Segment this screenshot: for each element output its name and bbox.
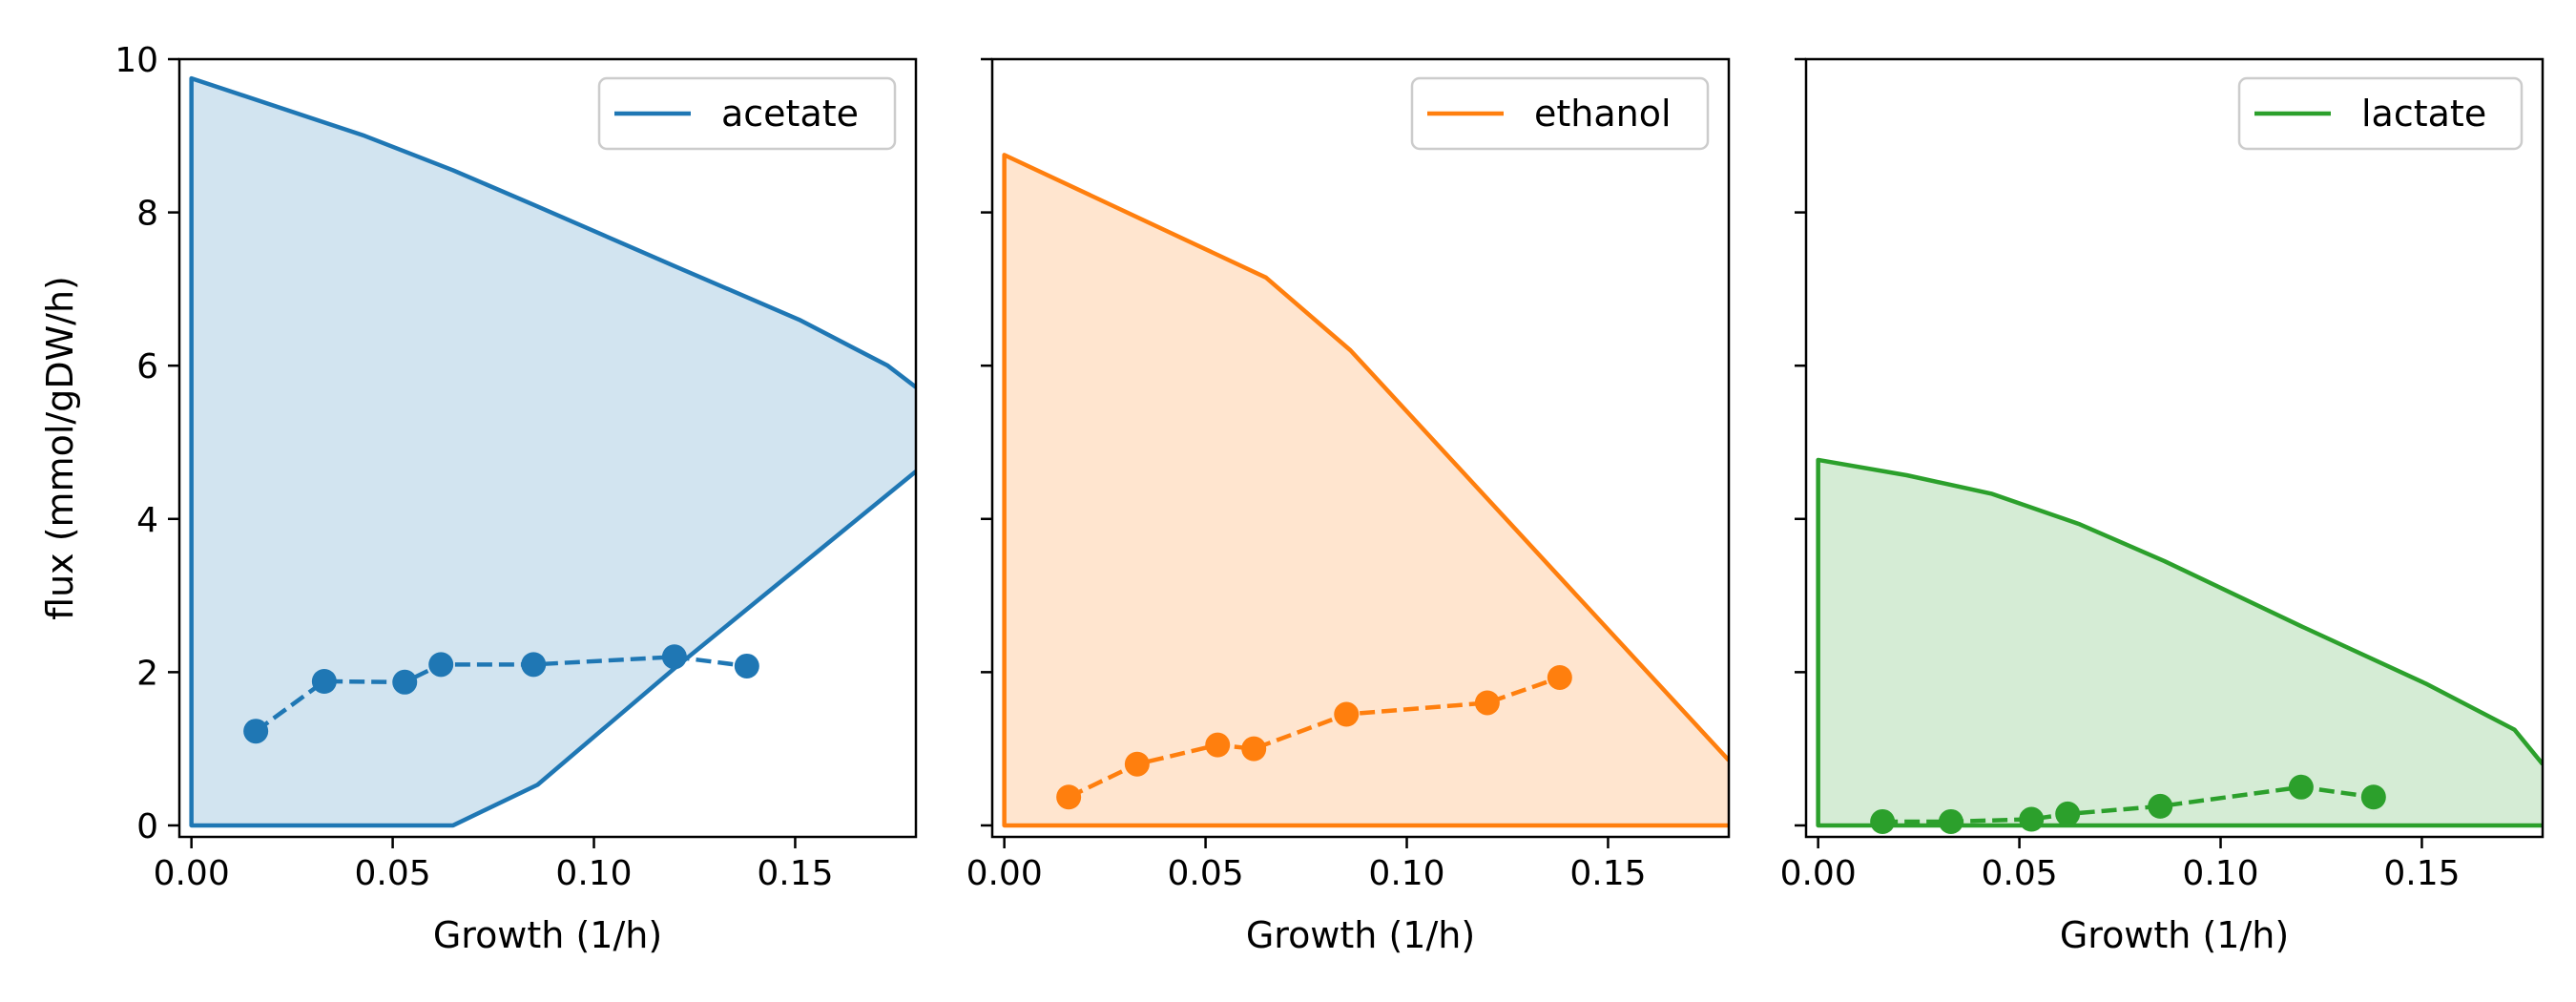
- envelope-line: [1002, 153, 1729, 828]
- envelope-fill: [1004, 155, 1729, 825]
- measured-point: [2360, 784, 2386, 810]
- x-tick-label: 0.10: [1368, 854, 1444, 893]
- x-tick-label: 0.05: [355, 854, 431, 893]
- legend-box: [1410, 76, 1710, 151]
- y-tick-label: 4: [136, 501, 158, 540]
- measured-point: [521, 652, 547, 678]
- measured-point: [1938, 808, 1963, 834]
- measured-point: [243, 719, 269, 744]
- legend-label: acetate: [721, 93, 859, 135]
- legend-label: lactate: [2361, 93, 2486, 135]
- x-tick-label: 0.00: [1780, 854, 1857, 893]
- axes-frame: [990, 57, 1731, 839]
- measured-point: [1334, 701, 1360, 727]
- y-tick-label: 10: [114, 41, 158, 80]
- plot-area: [1816, 457, 2543, 834]
- legend: ethanol: [1410, 76, 1710, 151]
- legend-box: [2237, 76, 2524, 151]
- axes-frame: [1804, 57, 2545, 839]
- y-tick-label: 6: [136, 347, 158, 386]
- x-axis-label: Growth (1/h): [1246, 914, 1475, 956]
- legend: acetate: [597, 76, 897, 151]
- y-tick-label: 8: [136, 195, 158, 234]
- envelope-fill: [1818, 459, 2543, 825]
- measured-point: [1056, 784, 1082, 810]
- measured-point: [1241, 736, 1267, 762]
- x-tick-label: 0.00: [154, 854, 230, 893]
- x-tick-label: 0.10: [2182, 854, 2258, 893]
- measured-point: [1124, 751, 1150, 777]
- measured-point: [311, 669, 337, 694]
- x-tick-label: 0.15: [757, 854, 833, 893]
- x-tick-label: 0.15: [1569, 854, 1646, 893]
- y-tick-label: 0: [136, 807, 158, 846]
- axes-frame: [177, 57, 918, 839]
- legend: lactate: [2237, 76, 2524, 151]
- x-tick-label: 0.05: [1982, 854, 2058, 893]
- x-tick-label: 0.00: [966, 854, 1043, 893]
- measured-point: [2148, 793, 2173, 819]
- y-tick-label: 2: [136, 654, 158, 693]
- x-axis-label: Growth (1/h): [2060, 914, 2289, 956]
- y-axis-label: flux (mmol/gDW/h): [39, 276, 81, 620]
- measured-point: [2019, 806, 2045, 832]
- measured-point: [428, 652, 454, 678]
- measured-point: [661, 644, 687, 670]
- measured-point: [734, 653, 759, 678]
- plot-area: [1002, 153, 1729, 828]
- measured-point: [1205, 732, 1231, 758]
- x-axis-label: Growth (1/h): [433, 914, 662, 956]
- x-tick-label: 0.10: [555, 854, 632, 893]
- envelope-line: [189, 75, 916, 828]
- envelope-line: [1816, 457, 2543, 828]
- measured-point: [1547, 664, 1572, 690]
- measured-point: [392, 669, 418, 695]
- chart-panel-acetate: 0.00 0.05 0.10 0.15 0 2 4 6 8 10 Growth (1/h) flux …: [39, 41, 918, 956]
- measured-point: [2055, 801, 2081, 826]
- legend-box: [597, 76, 897, 151]
- chart-panel-lactate: 0.00 0.05 0.10 0.15 Growth (1/h) lactate: [1780, 57, 2545, 956]
- x-tick-label: 0.15: [2383, 854, 2460, 893]
- measured-point: [2288, 774, 2314, 800]
- envelope-fill: [191, 78, 916, 825]
- chart-panel-ethanol: 0.00 0.05 0.10 0.15 Growth (1/h) ethanol: [966, 57, 1731, 956]
- measured-point: [1474, 690, 1500, 716]
- legend-label: ethanol: [1534, 93, 1672, 135]
- measured-point: [1870, 808, 1896, 834]
- x-tick-label: 0.05: [1168, 854, 1244, 893]
- plot-area: [189, 75, 916, 828]
